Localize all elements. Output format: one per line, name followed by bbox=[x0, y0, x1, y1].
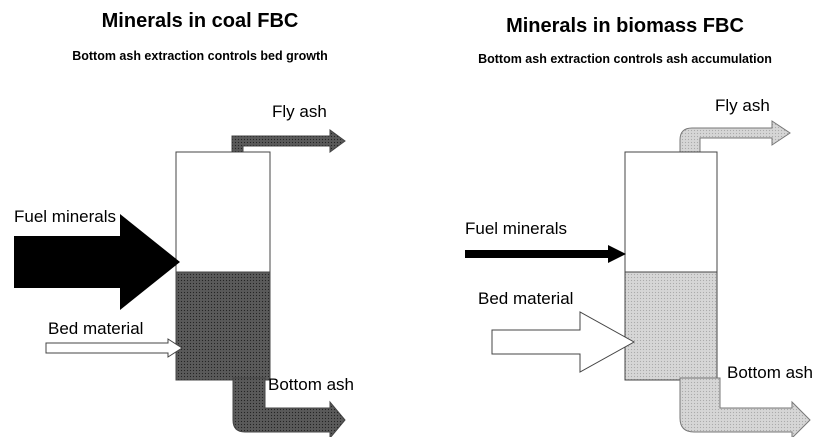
label: Bed material bbox=[478, 289, 573, 308]
title: Minerals in biomass FBC bbox=[506, 15, 744, 37]
bed bbox=[624, 271, 718, 381]
label: Fuel minerals bbox=[465, 219, 567, 238]
subtitle: Bottom ash extraction controls bed growt… bbox=[72, 49, 328, 63]
title: Minerals in coal FBC bbox=[102, 10, 299, 32]
bed-material-arrow bbox=[45, 338, 183, 358]
fuel-arrow bbox=[14, 214, 180, 310]
fuel-arrow bbox=[465, 245, 626, 263]
fly-ash-arrow bbox=[679, 120, 791, 156]
label: Bed material bbox=[48, 319, 143, 338]
bottom-ash-pipe bbox=[679, 377, 811, 437]
bed bbox=[175, 271, 271, 381]
label: Fuel minerals bbox=[14, 207, 116, 226]
label: Fly ash bbox=[715, 96, 770, 115]
bottom-ash-pipe bbox=[232, 377, 346, 437]
bed-material-arrow bbox=[491, 311, 636, 373]
label: Bottom ash bbox=[727, 363, 813, 382]
subtitle: Bottom ash extraction controls ash accum… bbox=[478, 52, 772, 66]
coal-panel: Minerals in coal FBC Bottom ash extracti… bbox=[14, 10, 354, 437]
label: Fly ash bbox=[272, 102, 327, 121]
label: Bottom ash bbox=[268, 375, 354, 394]
biomass-panel: Minerals in biomass FBC Bottom ash extra… bbox=[465, 15, 813, 437]
fly-ash-arrow bbox=[231, 129, 346, 156]
